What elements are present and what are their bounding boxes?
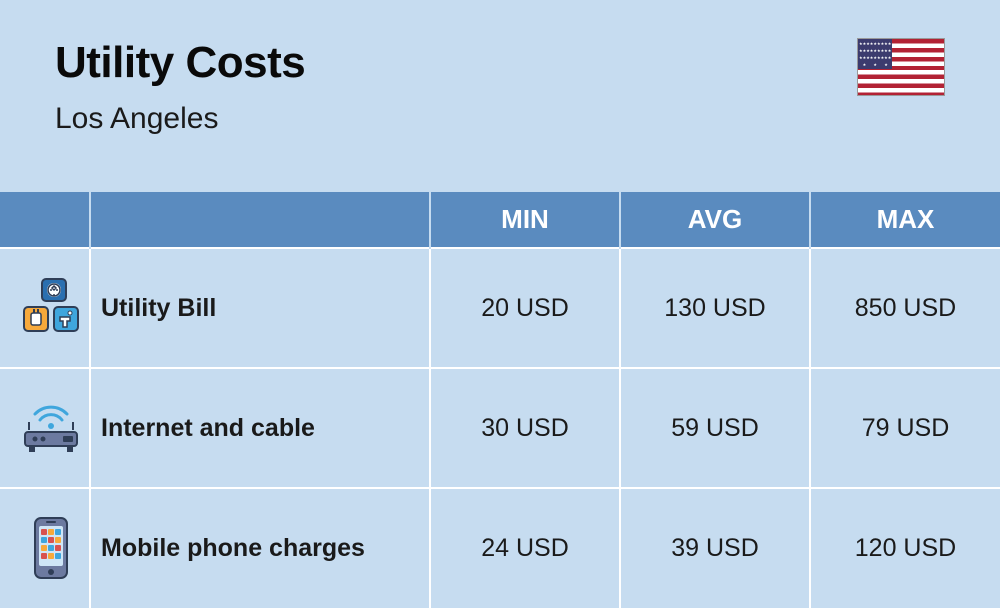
row-icon-cell xyxy=(0,368,90,488)
cell-min: 30 USD xyxy=(430,368,620,488)
router-icon xyxy=(19,400,83,456)
row-label: Internet and cable xyxy=(90,368,430,488)
table-header-row: MIN AVG MAX xyxy=(0,192,1000,248)
utilities-icon xyxy=(20,277,82,339)
cell-max: 120 USD xyxy=(810,488,1000,608)
cell-max: 850 USD xyxy=(810,248,1000,368)
cell-min: 24 USD xyxy=(430,488,620,608)
table-row: Internet and cable 30 USD 59 USD 79 USD xyxy=(0,368,1000,488)
phone-icon xyxy=(29,514,73,584)
col-icon xyxy=(0,192,90,248)
row-icon-cell xyxy=(0,248,90,368)
title-block: Utility Costs Los Angeles xyxy=(55,38,305,136)
header: Utility Costs Los Angeles ★★★★★★ ★★★★★★ … xyxy=(0,0,1000,156)
cost-table: MIN AVG MAX xyxy=(0,192,1000,608)
col-max: MAX xyxy=(810,192,1000,248)
row-label: Mobile phone charges xyxy=(90,488,430,608)
table-row: Mobile phone charges 24 USD 39 USD 120 U… xyxy=(0,488,1000,608)
col-min: MIN xyxy=(430,192,620,248)
col-avg: AVG xyxy=(620,192,810,248)
cell-avg: 59 USD xyxy=(620,368,810,488)
table-row: Utility Bill 20 USD 130 USD 850 USD xyxy=(0,248,1000,368)
row-label: Utility Bill xyxy=(90,248,430,368)
page-title: Utility Costs xyxy=(55,38,305,88)
us-flag-icon: ★★★★★★ ★★★★★★ ★★★★★★ ★★★★★★ ★★★★★★ xyxy=(857,38,945,96)
page-subtitle: Los Angeles xyxy=(55,102,305,136)
col-label xyxy=(90,192,430,248)
cell-max: 79 USD xyxy=(810,368,1000,488)
cell-avg: 39 USD xyxy=(620,488,810,608)
cell-avg: 130 USD xyxy=(620,248,810,368)
cell-min: 20 USD xyxy=(430,248,620,368)
row-icon-cell xyxy=(0,488,90,608)
